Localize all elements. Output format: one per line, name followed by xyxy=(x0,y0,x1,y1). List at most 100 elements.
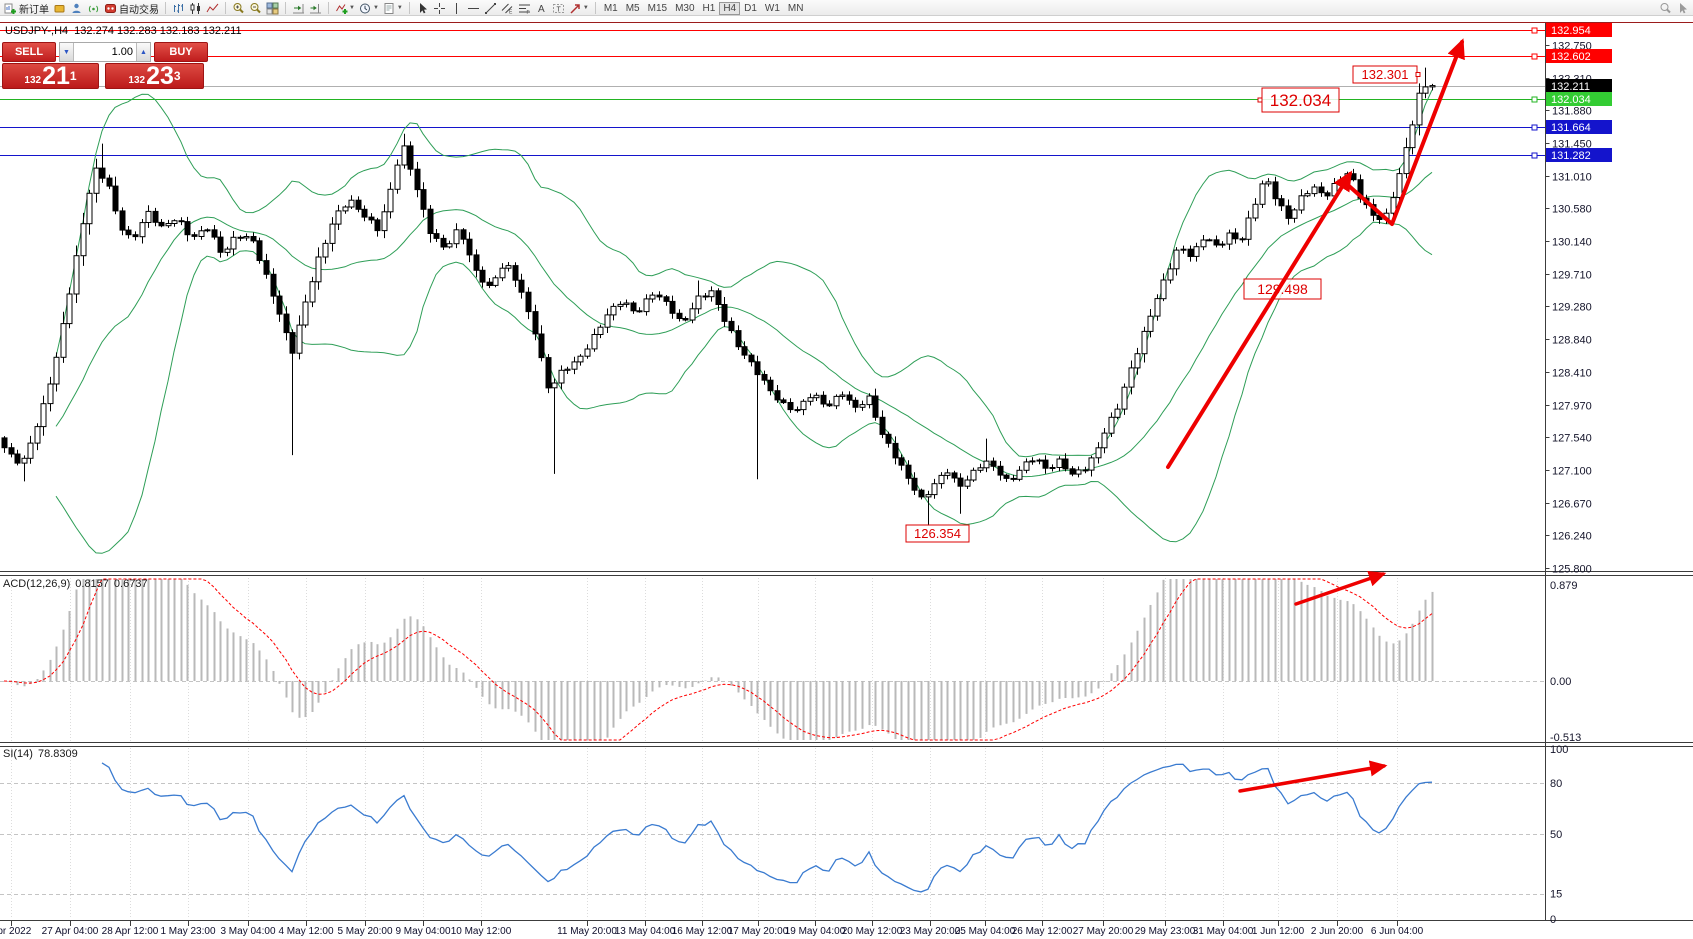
new-order-button[interactable]: 新订单 xyxy=(2,1,51,16)
volume-increase-button[interactable]: ▲ xyxy=(136,43,150,61)
toolbar-separator xyxy=(225,2,226,14)
trend-arrow[interactable] xyxy=(1347,38,1465,226)
indicators-icon[interactable]: ▼ xyxy=(333,1,357,15)
auto-scroll-icon[interactable] xyxy=(290,1,307,15)
candle xyxy=(918,489,925,498)
candle xyxy=(302,301,309,326)
price-tick-label: 127.540 xyxy=(1552,433,1592,445)
candle xyxy=(152,210,159,223)
market-watch-icon[interactable] xyxy=(51,1,68,15)
trend-arrow[interactable] xyxy=(1166,170,1353,469)
candle xyxy=(663,296,670,302)
line-glyph xyxy=(206,2,219,15)
zoom-in-icon[interactable] xyxy=(230,1,247,15)
symbol-name: USDJPY-,H4 xyxy=(5,25,69,37)
price-tick-label: 131.010 xyxy=(1552,172,1592,184)
timeframe-w1[interactable]: W1 xyxy=(764,2,780,14)
chevron-down-icon[interactable]: ▼ xyxy=(582,5,589,11)
candlestick-icon[interactable] xyxy=(187,1,204,15)
buy-button[interactable]: BUY xyxy=(154,42,208,62)
cursor-icon[interactable] xyxy=(414,1,431,15)
price-line-label: 132.034 xyxy=(1551,94,1591,106)
time-tick-label: 11 May 20:00 xyxy=(557,926,617,937)
price-tick-label: 128.410 xyxy=(1552,368,1592,380)
navigator-icon[interactable] xyxy=(85,1,102,15)
candle xyxy=(499,267,506,279)
autotrading-button[interactable]: 自动交易 xyxy=(102,1,161,16)
timeframe-mn[interactable]: MN xyxy=(787,2,804,14)
sell-button[interactable]: SELL xyxy=(2,42,56,62)
candle xyxy=(807,397,814,402)
data-window-icon[interactable] xyxy=(68,1,85,15)
timeframe-m5[interactable]: M5 xyxy=(625,2,640,14)
toolbar-group-4: ▼ ▼ ▼ xyxy=(333,1,405,15)
volume-input[interactable] xyxy=(74,43,136,61)
crosshair-icon[interactable] xyxy=(431,1,448,15)
price-line-label-box xyxy=(1546,79,1612,93)
candle xyxy=(145,210,152,223)
time-tick-label: 27 May 20:00 xyxy=(1073,926,1134,937)
templates-icon[interactable]: ▼ xyxy=(381,1,405,15)
chevron-down-icon[interactable]: ▼ xyxy=(349,5,355,11)
timeframe-m15[interactable]: M15 xyxy=(647,2,668,14)
candle xyxy=(735,330,742,348)
candle xyxy=(767,379,774,392)
candle xyxy=(833,395,840,407)
chart-shift-icon[interactable] xyxy=(307,1,324,15)
pointer-icon[interactable] xyxy=(1674,1,1691,15)
chevron-down-icon[interactable]: ▼ xyxy=(396,5,403,11)
candle xyxy=(335,210,342,225)
shift-glyph xyxy=(309,2,322,15)
candle xyxy=(1,437,8,449)
tile-windows-icon[interactable] xyxy=(264,1,281,15)
buy-price-display[interactable]: 132 23 3 xyxy=(105,63,204,89)
trend-arrow[interactable] xyxy=(1238,760,1388,793)
macd-name: ACD(12,26,9) xyxy=(3,578,71,590)
chevron-down-icon[interactable]: ▼ xyxy=(372,5,379,11)
data-window-glyph xyxy=(70,2,83,15)
bar-chart-icon[interactable] xyxy=(170,1,187,15)
trendline-icon[interactable] xyxy=(482,1,499,15)
price-tick-label: 131.880 xyxy=(1552,106,1592,118)
timeframe-h4[interactable]: H4 xyxy=(719,1,741,15)
channel-icon[interactable]: E xyxy=(499,1,516,15)
volume-decrease-button[interactable]: ▼ xyxy=(60,43,74,61)
candle xyxy=(224,248,231,253)
toolbar-separator xyxy=(408,2,410,14)
price-tick-label: 131.450 xyxy=(1552,139,1592,151)
search-icon[interactable] xyxy=(1657,1,1674,15)
sell-price-display[interactable]: 132 21 1 xyxy=(2,63,99,89)
annotations-layer: 132.301 132.034 129.498 126.354 xyxy=(905,65,1421,543)
candle xyxy=(643,298,650,313)
timeframe-m30[interactable]: M30 xyxy=(675,2,695,14)
arrows-icon[interactable]: ▼ xyxy=(567,1,591,15)
trend-arrow[interactable] xyxy=(1294,570,1387,606)
price-tick-label: 127.970 xyxy=(1552,401,1592,413)
candle xyxy=(1318,186,1325,194)
toolbar-separator xyxy=(594,2,596,14)
candle xyxy=(270,273,277,297)
text-icon[interactable]: A xyxy=(533,1,550,15)
vertical-line-icon[interactable] xyxy=(448,1,465,15)
volume-spinner: ▼ ▲ xyxy=(59,42,151,62)
line-chart-icon[interactable] xyxy=(204,1,221,15)
price-line-label: 131.282 xyxy=(1551,150,1591,162)
timeframe-m1[interactable]: M1 xyxy=(603,2,618,14)
horizontal-line-icon[interactable] xyxy=(465,1,482,15)
zoom-out-icon[interactable] xyxy=(247,1,264,15)
candle xyxy=(715,290,722,305)
candle xyxy=(492,277,499,286)
candle xyxy=(728,320,735,332)
fibonacci-icon[interactable]: F xyxy=(516,1,533,15)
price-line-label: 131.664 xyxy=(1551,122,1591,134)
timeframe-d1[interactable]: D1 xyxy=(744,2,757,14)
candle xyxy=(512,265,519,281)
timeframe-h1[interactable]: H1 xyxy=(702,2,716,14)
candle xyxy=(1416,92,1423,126)
label-icon[interactable]: T xyxy=(550,1,567,15)
candle xyxy=(139,222,146,238)
annotation-box[interactable] xyxy=(905,524,970,543)
periods-icon[interactable]: ▼ xyxy=(357,1,381,15)
